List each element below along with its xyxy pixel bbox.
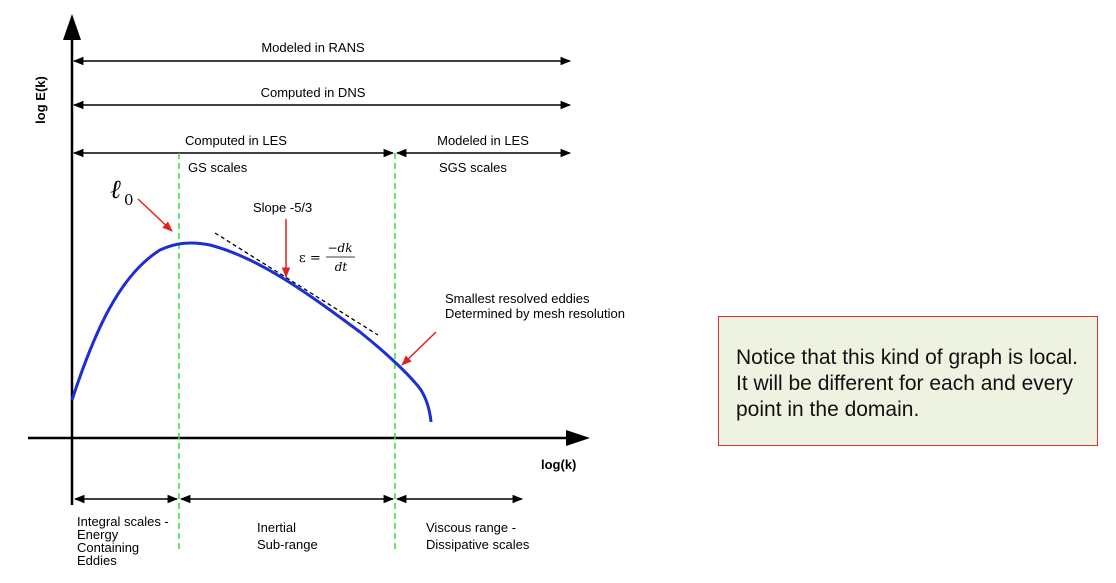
y-axis-arrowhead — [63, 14, 81, 40]
locality-note-text: Notice that this kind of graph is local.… — [736, 346, 1079, 421]
les-modeled-label: Modeled in LES — [437, 133, 529, 148]
integral-label-line3: Containing — [77, 540, 139, 555]
y-axis-label: log E(k) — [33, 76, 48, 124]
smallest-eddies-line2: Determined by mesh resolution — [445, 306, 625, 321]
les-computed-label: Computed in LES — [185, 133, 287, 148]
l0-subscript: 0 — [124, 191, 134, 209]
energy-spectrum-curve — [70, 241, 433, 423]
locality-note-box: Notice that this kind of graph is local.… — [718, 316, 1098, 446]
inertial-label-line2: Sub-range — [257, 537, 318, 552]
sgs-scales-label: SGS scales — [439, 160, 507, 175]
x-axis-label: log(k) — [541, 457, 576, 472]
epsilon-denominator: dt — [335, 260, 348, 274]
smallest-eddies-pointer-arrow — [401, 331, 437, 366]
integral-label-line1: Integral scales - — [77, 514, 169, 529]
l0-pointer-arrow — [137, 198, 173, 232]
integral-label-line4: Eddies — [77, 553, 117, 568]
epsilon-lhs: ε = — [299, 251, 321, 266]
gs-scales-label: GS scales — [188, 160, 248, 175]
inertial-label-line1: Inertial — [257, 520, 296, 535]
smallest-eddies-line1: Smallest resolved eddies — [445, 291, 590, 306]
rans-range-label: Modeled in RANS — [261, 40, 365, 55]
dns-range-label: Computed in DNS — [261, 85, 366, 100]
x-axis-arrowhead — [566, 430, 590, 446]
l0-symbol: ℓ — [110, 175, 121, 205]
viscous-label-line2: Dissipative scales — [426, 537, 530, 552]
viscous-label-line1: Viscous range - — [426, 520, 516, 535]
epsilon-numerator: −dk — [327, 241, 352, 255]
slope-label: Slope -5/3 — [253, 200, 312, 215]
slope-reference-line — [214, 232, 379, 336]
integral-label-line2: Energy — [77, 527, 119, 542]
